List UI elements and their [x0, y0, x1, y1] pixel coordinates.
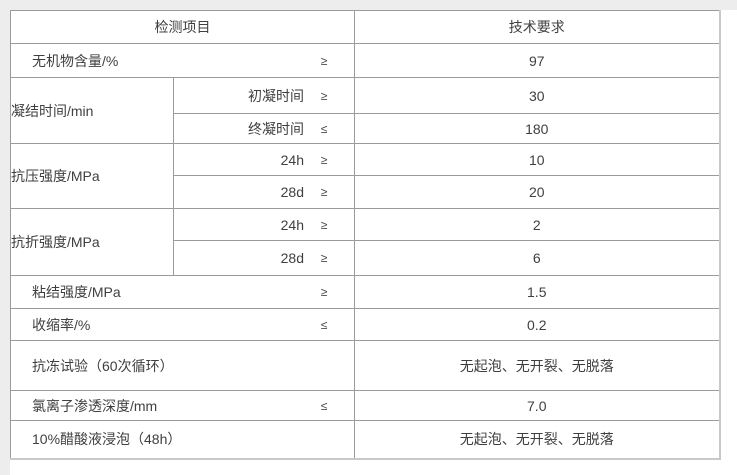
row-sub-label: 24h: [280, 151, 304, 168]
table-row: 凝结时间/min 初凝时间 ≥ 30: [10, 77, 720, 144]
row-item-cell: 抗冻试验（60次循环）: [10, 340, 355, 391]
row-value: 97: [354, 43, 720, 78]
row-value: 0.2: [354, 308, 720, 341]
table-row: 氯离子渗透深度/mm ≤ 7.0: [10, 390, 720, 421]
row-sub-label: 28d: [280, 184, 304, 200]
row-sub-label: 终凝时间: [248, 120, 304, 137]
row-sub-cell: 初凝时间 ≥: [173, 77, 355, 114]
row-comparator: ≥: [320, 88, 328, 103]
row-item-cell: 收缩率/% ≤: [10, 308, 355, 341]
row-value: 7.0: [354, 390, 720, 421]
row-value: 1.5: [354, 275, 720, 309]
row-value: 180: [354, 113, 720, 144]
table-row: 10%醋酸液浸泡（48h） 无起泡、无开裂、无脱落: [10, 420, 720, 459]
table-row: 收缩率/% ≤ 0.2: [10, 308, 720, 341]
row-sub-label: 初凝时间: [248, 87, 304, 104]
row-item-cell: 无机物含量/% ≥: [10, 43, 355, 78]
table-row: 28d ≥ 6: [11, 240, 720, 276]
row-sub-cell: 24h ≥: [173, 208, 355, 241]
row-item-cell: 抗折强度/MPa: [10, 208, 174, 276]
table-row: 抗冻试验（60次循环） 无起泡、无开裂、无脱落: [10, 340, 720, 391]
row-sub-cell: 28d ≥: [173, 240, 355, 276]
row-item-label: 凝结时间/min: [11, 102, 94, 119]
row-sub-cell: 28d ≥: [173, 175, 355, 209]
row-item-cell: 粘结强度/MPa ≥: [10, 275, 355, 309]
row-item-label: 收缩率/%: [32, 316, 91, 333]
table-row: 抗压强度/MPa 24h ≥ 10: [10, 143, 720, 209]
table-row: 粘结强度/MPa ≥ 1.5: [10, 275, 720, 309]
row-comparator: ≥: [320, 152, 328, 167]
row-value: 20: [354, 175, 720, 209]
row-item-cell: 10%醋酸液浸泡（48h）: [10, 420, 355, 459]
row-comparator: ≥: [320, 217, 328, 232]
row-item-label: 抗压强度/MPa: [11, 168, 100, 184]
row-value: 无起泡、无开裂、无脱落: [354, 420, 720, 459]
table-row: 终凝时间 ≤ 180: [11, 113, 720, 144]
header-test-items: 检测项目: [10, 10, 355, 44]
table-row: 28d ≥ 20: [11, 175, 720, 209]
row-item-label: 抗折强度/MPa: [11, 234, 100, 250]
row-value: 6: [354, 240, 720, 276]
row-item-label: 无机物含量/%: [32, 52, 119, 69]
table-header-row: 检测项目 技术要求: [10, 10, 720, 44]
row-value: 2: [354, 208, 720, 241]
row-comparator: ≤: [320, 398, 328, 413]
row-value: 10: [354, 143, 720, 176]
page-margin-top: [0, 0, 737, 10]
row-value: 无起泡、无开裂、无脱落: [354, 340, 720, 391]
page-margin-left: [0, 0, 10, 475]
row-sub-cell: 终凝时间 ≤: [173, 113, 355, 144]
spec-table: 检测项目 技术要求 无机物含量/% ≥ 97 凝结时间/min 初凝时间 ≥: [10, 10, 721, 460]
row-comparator: ≤: [320, 121, 328, 136]
row-comparator: ≥: [320, 53, 328, 68]
row-sub-cell: 24h ≥: [173, 143, 355, 176]
row-item-label: 粘结强度/MPa: [32, 284, 121, 300]
row-comparator: ≥: [320, 251, 328, 265]
row-comparator: ≥: [320, 185, 328, 199]
table-row: 抗折强度/MPa 24h ≥ 2: [10, 208, 720, 276]
row-item-label: 10%醋酸液浸泡（48h）: [32, 431, 182, 448]
row-item-cell: 氯离子渗透深度/mm ≤: [10, 390, 355, 421]
row-item-label: 氯离子渗透深度/mm: [32, 397, 158, 414]
table-row: 无机物含量/% ≥ 97: [10, 43, 720, 78]
row-comparator: ≤: [320, 317, 328, 332]
row-comparator: ≥: [320, 285, 328, 299]
row-item-cell: 凝结时间/min: [10, 77, 174, 144]
row-item-label: 抗冻试验（60次循环）: [32, 357, 174, 374]
row-item-cell: 抗压强度/MPa: [10, 143, 174, 209]
row-sub-label: 28d: [280, 250, 304, 266]
header-tech-requirements: 技术要求: [354, 10, 720, 44]
row-sub-label: 24h: [280, 216, 304, 233]
row-value: 30: [354, 77, 720, 114]
